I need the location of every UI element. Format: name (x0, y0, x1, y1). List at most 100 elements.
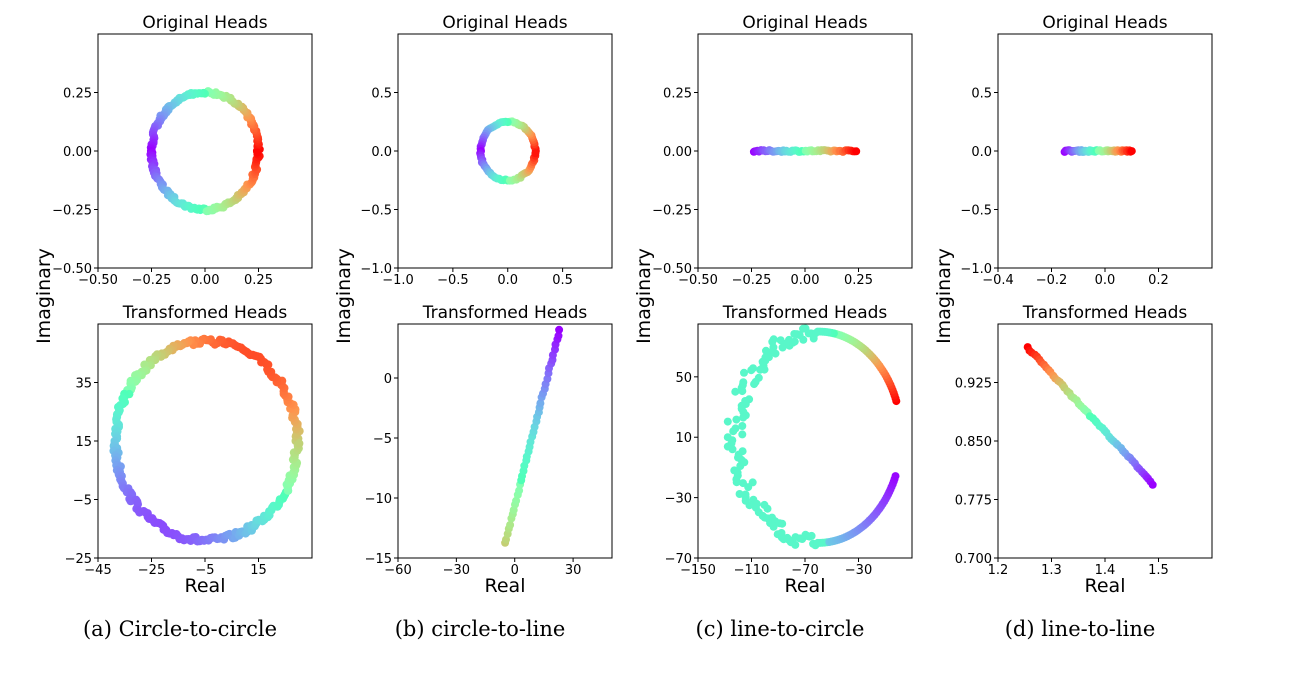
x-tick-label: −0.5 (437, 273, 469, 288)
caption-d-label: (d) (1004, 617, 1035, 641)
data-point (747, 366, 756, 375)
y-tick-label: 10 (675, 431, 692, 446)
data-point (791, 540, 800, 549)
data-point (729, 427, 738, 436)
data-point (778, 519, 787, 528)
x-tick-label: −60 (384, 563, 411, 578)
data-point (732, 478, 741, 487)
x-tick-label: 1.5 (1148, 563, 1169, 578)
data-point (750, 380, 759, 389)
subplot-c-top: Original Heads −0.50 −0.25 0.00 0.25 −0.50 −0.… (652, 13, 913, 288)
y-tick-label: 0 (384, 372, 392, 387)
x-axis-label: Real (485, 575, 526, 597)
y-tick-label: −10 (365, 492, 392, 507)
data-point (531, 149, 540, 158)
x-tick-label: 0.00 (791, 273, 820, 288)
x-tick-label: 30 (565, 563, 582, 578)
data-point (731, 387, 740, 396)
x-tick-label: −0.25 (132, 273, 172, 288)
subplot-d-top: Original Heads −0.4 −0.2 0.0 0.2 −1.0 −0.5 0.0 0… (960, 13, 1213, 288)
data-point (555, 325, 564, 334)
data-point (735, 490, 744, 498)
data-point (790, 330, 799, 338)
data-point (763, 504, 772, 513)
data-point (1148, 480, 1157, 489)
y-axis-label: Imaginary (633, 248, 655, 344)
x-tick-label: −70 (791, 563, 818, 578)
x-tick-label: 0.0 (1095, 273, 1116, 288)
data-point (732, 415, 741, 424)
data-point (807, 531, 816, 540)
x-tick-label: 0.2 (1148, 273, 1169, 288)
y-tick-label: −30 (665, 492, 692, 507)
data-point (253, 148, 262, 157)
plot-title: Transformed Heads (422, 303, 588, 323)
x-axis-label: Real (1085, 575, 1126, 597)
data-point (891, 472, 900, 481)
x-tick-label: −30 (845, 563, 872, 578)
y-tick-label: 0.5 (371, 87, 392, 102)
plot-frame (397, 323, 613, 559)
data-point (745, 501, 754, 510)
y-tick-label: −0.5 (960, 204, 992, 219)
data-point (554, 331, 563, 340)
y-tick-label: 0.0 (971, 145, 992, 160)
plot-frame (97, 33, 313, 269)
plot-title: Transformed Heads (1022, 303, 1188, 323)
y-tick-label: −25 (65, 552, 92, 567)
y-tick-label: −0.25 (52, 204, 92, 219)
data-point (762, 346, 770, 355)
x-tick-label: 0.25 (844, 273, 873, 288)
caption-a-label: (a) (82, 617, 112, 641)
data-point (769, 522, 778, 531)
data-point (738, 430, 747, 439)
plot-title: Original Heads (742, 13, 867, 33)
y-tick-label: −0.50 (52, 262, 92, 277)
y-tick-label: −0.5 (360, 204, 392, 219)
y-tick-label: 0.0 (371, 145, 392, 160)
caption-a-text: Circle-to-circle (118, 617, 278, 641)
x-tick-label: −0.50 (678, 273, 718, 288)
x-axis-label: Real (185, 575, 226, 597)
data-point (740, 368, 748, 377)
plot-title: Original Heads (1042, 13, 1167, 33)
x-tick-label: 1.4 (1095, 563, 1116, 578)
x-tick-label: −1.0 (382, 273, 414, 288)
y-tick-label: −5 (373, 432, 392, 447)
caption-b-label: (b) (394, 617, 425, 641)
caption-b: (b) circle-to-line (330, 617, 630, 641)
x-tick-label: −0.50 (78, 273, 118, 288)
caption-c-label: (c) (695, 617, 724, 641)
x-tick-label: 15 (250, 563, 267, 578)
caption-d: (d) line-to-line (930, 617, 1230, 641)
y-tick-label: −5 (73, 494, 92, 509)
x-tick-label: −110 (734, 563, 770, 578)
data-point (295, 439, 304, 448)
subplot-d-bottom: Transformed Heads 1.2 1.3 1.4 1.5 0.700 0.775 0… (955, 303, 1213, 597)
y-tick-label: 50 (675, 371, 692, 386)
caption-d-text: line-to-line (1041, 617, 1156, 641)
data-point (738, 422, 747, 430)
plot-frame (397, 33, 613, 269)
caption-c: (c) line-to-circle (630, 617, 930, 641)
y-tick-label: 0.25 (663, 87, 692, 102)
y-tick-label: 0.775 (955, 494, 992, 509)
data-point (506, 521, 515, 529)
x-tick-label: −0.4 (982, 273, 1014, 288)
plot-title: Transformed Heads (722, 303, 888, 323)
x-tick-label: −0.25 (732, 273, 772, 288)
data-point (739, 413, 748, 422)
plot-frame (97, 323, 313, 559)
y-tick-label: 0.925 (955, 377, 992, 392)
x-tick-label: 0 (511, 563, 519, 578)
caption-c-text: line-to-circle (730, 617, 865, 641)
plot-frame (997, 323, 1213, 559)
x-tick-label: 0.5 (552, 273, 573, 288)
x-tick-label: −150 (680, 563, 716, 578)
x-tick-label: 0.00 (191, 273, 220, 288)
data-point (778, 343, 787, 352)
data-point (736, 462, 745, 470)
